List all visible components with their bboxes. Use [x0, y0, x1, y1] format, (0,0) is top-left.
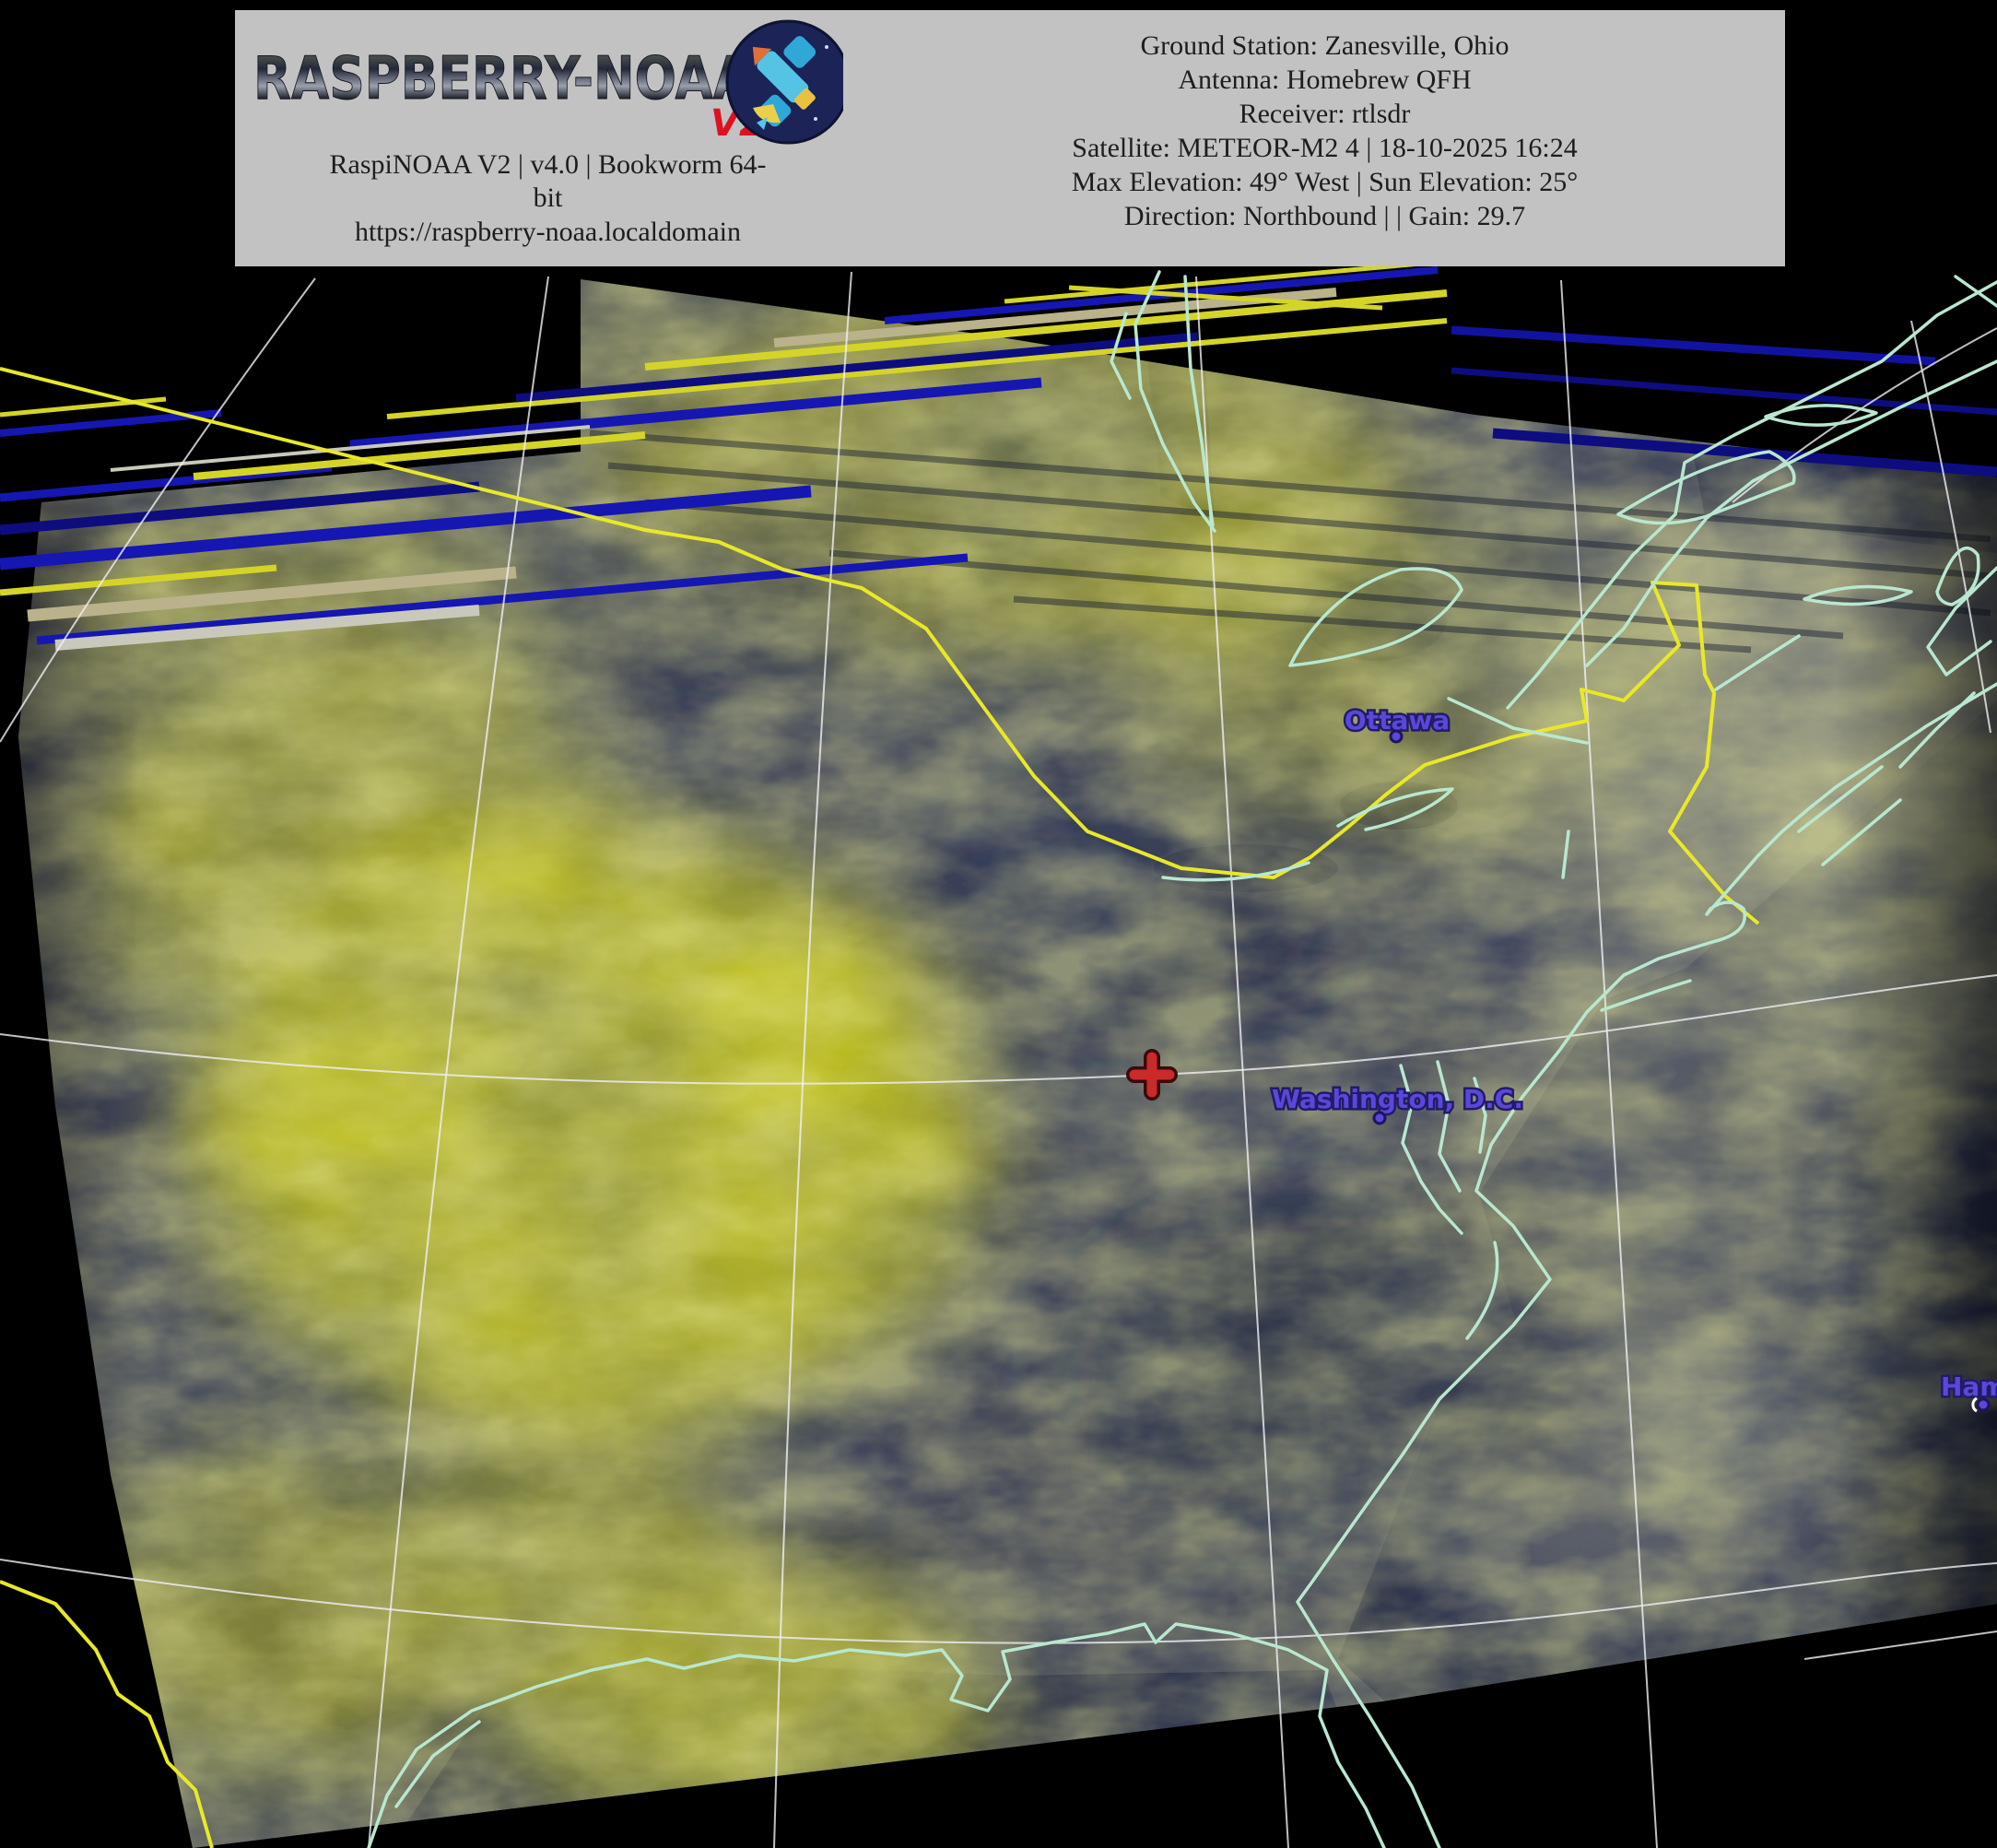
gulf-coastline: [367, 1622, 1386, 1848]
atlantic-coastline: [1296, 682, 1997, 1848]
noise-streaks: [0, 258, 1997, 651]
city-labels: Ottawa Washington, D.C. Hami: [1270, 703, 1997, 1413]
ottawa-river: [1447, 697, 1589, 745]
lake-michigan-coast: [1110, 270, 1216, 533]
header-bar: RASPBERRY-NOAA V2: [235, 10, 1785, 266]
ground-station-cross-icon: [1129, 1052, 1175, 1098]
ground-station-marker: [1126, 1049, 1178, 1101]
city-dot-ottawa: [1389, 729, 1404, 744]
satellite-icon: [725, 19, 843, 145]
city-dot-hamilton: [1976, 1397, 1991, 1412]
nova-scotia-coast: [1797, 566, 1997, 866]
city-label-washington: Washington, D.C.: [1272, 1084, 1523, 1114]
city-label-hamilton: Hami: [1941, 1371, 1997, 1402]
city-dot-washington: [1372, 1111, 1387, 1125]
build-info-text: RaspiNOAA V2 | v4.0 | Bookworm 64-bit: [329, 149, 767, 213]
scanline-bands: [589, 430, 1991, 653]
ground-station-text: Ground Station: Zanesville, Ohio: [1140, 30, 1509, 61]
st-lawrence-north-shore: [1506, 280, 1997, 710]
us-canada-border: [0, 367, 1760, 925]
antenna-text: Antenna: Homebrew QFH: [1178, 65, 1472, 95]
country-border-lines: [0, 367, 1760, 1848]
receiver-text: Receiver: rtlsdr: [1239, 99, 1411, 129]
coastline-lines: [367, 270, 1997, 1848]
direction-gain-text: Direction: Northbound | | Gain: 29.7: [1123, 201, 1526, 231]
us-mexico-border: [0, 1580, 214, 1848]
satellite-pass-text: Satellite: METEOR-M2 4 | 18-10-2025 16:2…: [1072, 133, 1578, 163]
logo-wordmark: RASPBERRY-NOAA: [253, 45, 751, 113]
elevation-text: Max Elevation: 49° West | Sun Elevation:…: [1071, 167, 1579, 197]
chesapeake-bay: [1399, 1064, 1463, 1235]
header-left-column: RASPBERRY-NOAA V2: [246, 18, 850, 249]
raspberry-noaa-logo: RASPBERRY-NOAA V2: [253, 19, 843, 145]
header-right-column: Ground Station: Zanesville, Ohio Antenna…: [880, 29, 1769, 233]
server-url-text: https://raspberry-noaa.localdomain: [354, 217, 742, 247]
